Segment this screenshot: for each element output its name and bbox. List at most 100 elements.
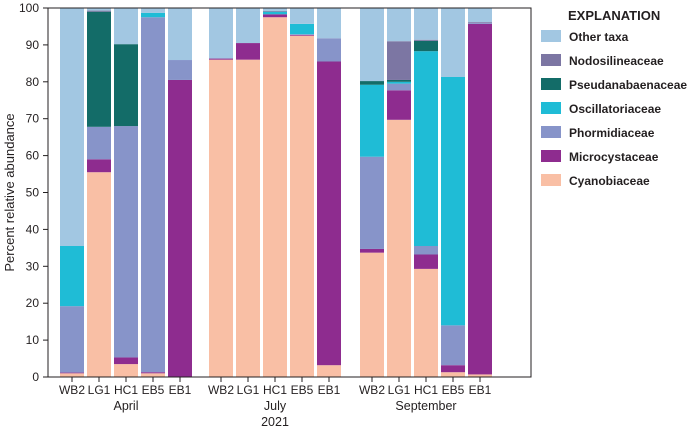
legend-label: Phormidiaceae [569, 126, 655, 140]
x-tick-label: EB5 [291, 383, 314, 397]
bar-segment [317, 8, 341, 39]
bar-segment [141, 373, 165, 377]
bar-segment [414, 268, 438, 377]
bar-segment [87, 159, 111, 173]
y-axis: 0 10 20 30 40 50 60 70 80 90 100 [19, 1, 48, 384]
bar-segment [360, 156, 384, 249]
group-label: September [395, 399, 456, 413]
x-tick-label: WB2 [59, 383, 85, 397]
x-tick-label: LG1 [388, 383, 411, 397]
y-tick-label: 10 [26, 333, 40, 347]
bar-segment [468, 23, 492, 375]
bar-segment [360, 248, 384, 253]
x-tick-label: LG1 [88, 383, 111, 397]
legend-swatch [541, 150, 561, 162]
bar-segment [387, 79, 411, 82]
bar-segment [441, 325, 465, 366]
bar-segment [360, 84, 384, 157]
legend-label: Nodosilineaceae [569, 54, 664, 68]
bar-segment [441, 8, 465, 78]
y-tick-label: 0 [32, 370, 39, 384]
bar-segment [114, 8, 138, 45]
legend-label: Other taxa [569, 30, 629, 44]
legend-swatch [541, 174, 561, 186]
bar-segment [209, 59, 233, 377]
bar-segment [387, 41, 411, 80]
bar-segment [414, 51, 438, 247]
y-tick-label: 40 [26, 222, 40, 236]
bar-segment [468, 8, 492, 23]
x-tick-label: EB5 [142, 383, 165, 397]
legend-label: Microcystaceae [569, 150, 659, 164]
bar-segment [60, 306, 84, 373]
bar-segment [263, 17, 287, 377]
bar-segment [236, 8, 260, 44]
bar-segment [114, 126, 138, 358]
bar-segment [441, 372, 465, 377]
y-tick-label: 20 [26, 296, 40, 310]
bar-segment [263, 14, 287, 18]
bar-segment [236, 59, 260, 377]
bar-segment [60, 8, 84, 247]
bar-segment [387, 81, 411, 84]
x-tick-label: WB2 [208, 383, 234, 397]
x-tick-label: EB1 [469, 383, 492, 397]
bar-segment [414, 40, 438, 52]
bar-segment [168, 60, 192, 80]
y-axis-title: Percent relative abundance [2, 113, 17, 271]
bar-segment [290, 34, 314, 35]
bar-segment [387, 119, 411, 377]
legend-label: Oscillatoriaceae [569, 102, 661, 116]
bars-layer [60, 8, 492, 378]
year-label: 2021 [261, 415, 289, 429]
bar-segment [263, 8, 287, 11]
bar-segment [209, 58, 233, 60]
y-tick-label: 100 [19, 1, 39, 15]
bar-segment [60, 246, 84, 307]
bar-segment [114, 357, 138, 365]
bar-segment [414, 39, 438, 41]
bar-segment [360, 252, 384, 377]
bar-segment [141, 372, 165, 374]
bar-segment [60, 372, 84, 374]
x-tick-label: HC1 [414, 383, 438, 397]
bar-segment [317, 38, 341, 62]
y-tick-label: 50 [26, 186, 40, 200]
bar-segment [114, 44, 138, 127]
bar-segment [387, 83, 411, 91]
bar-segment [468, 22, 492, 24]
y-tick-label: 30 [26, 259, 40, 273]
bar-segment [209, 8, 233, 59]
bar-segment [290, 35, 314, 378]
bar-segment [414, 254, 438, 269]
legend-swatch [541, 30, 561, 42]
bar-segment [441, 365, 465, 373]
legend-label: Pseudanabaenaceae [569, 78, 687, 92]
bar-segment [87, 8, 111, 11]
bar-segment [290, 34, 314, 36]
legend-swatch [541, 126, 561, 138]
bar-segment [141, 17, 165, 373]
bar-segment [387, 8, 411, 42]
legend-title: EXPLANATION [568, 8, 660, 23]
group-label: July [264, 399, 287, 413]
bar-segment [414, 8, 438, 40]
bar-segment [60, 373, 84, 377]
bar-segment [87, 172, 111, 377]
bar-segment [236, 43, 260, 60]
bar-segment [414, 246, 438, 255]
bar-segment [141, 12, 165, 18]
x-tick-label: HC1 [114, 383, 138, 397]
legend-swatch [541, 54, 561, 66]
bar-segment [263, 10, 287, 12]
bar-segment [317, 365, 341, 377]
bar-segment [141, 8, 165, 13]
y-tick-label: 70 [26, 112, 40, 126]
bar-segment [290, 23, 314, 35]
bar-segment [87, 11, 111, 127]
y-tick-label: 80 [26, 75, 40, 89]
bar-segment [87, 10, 111, 12]
